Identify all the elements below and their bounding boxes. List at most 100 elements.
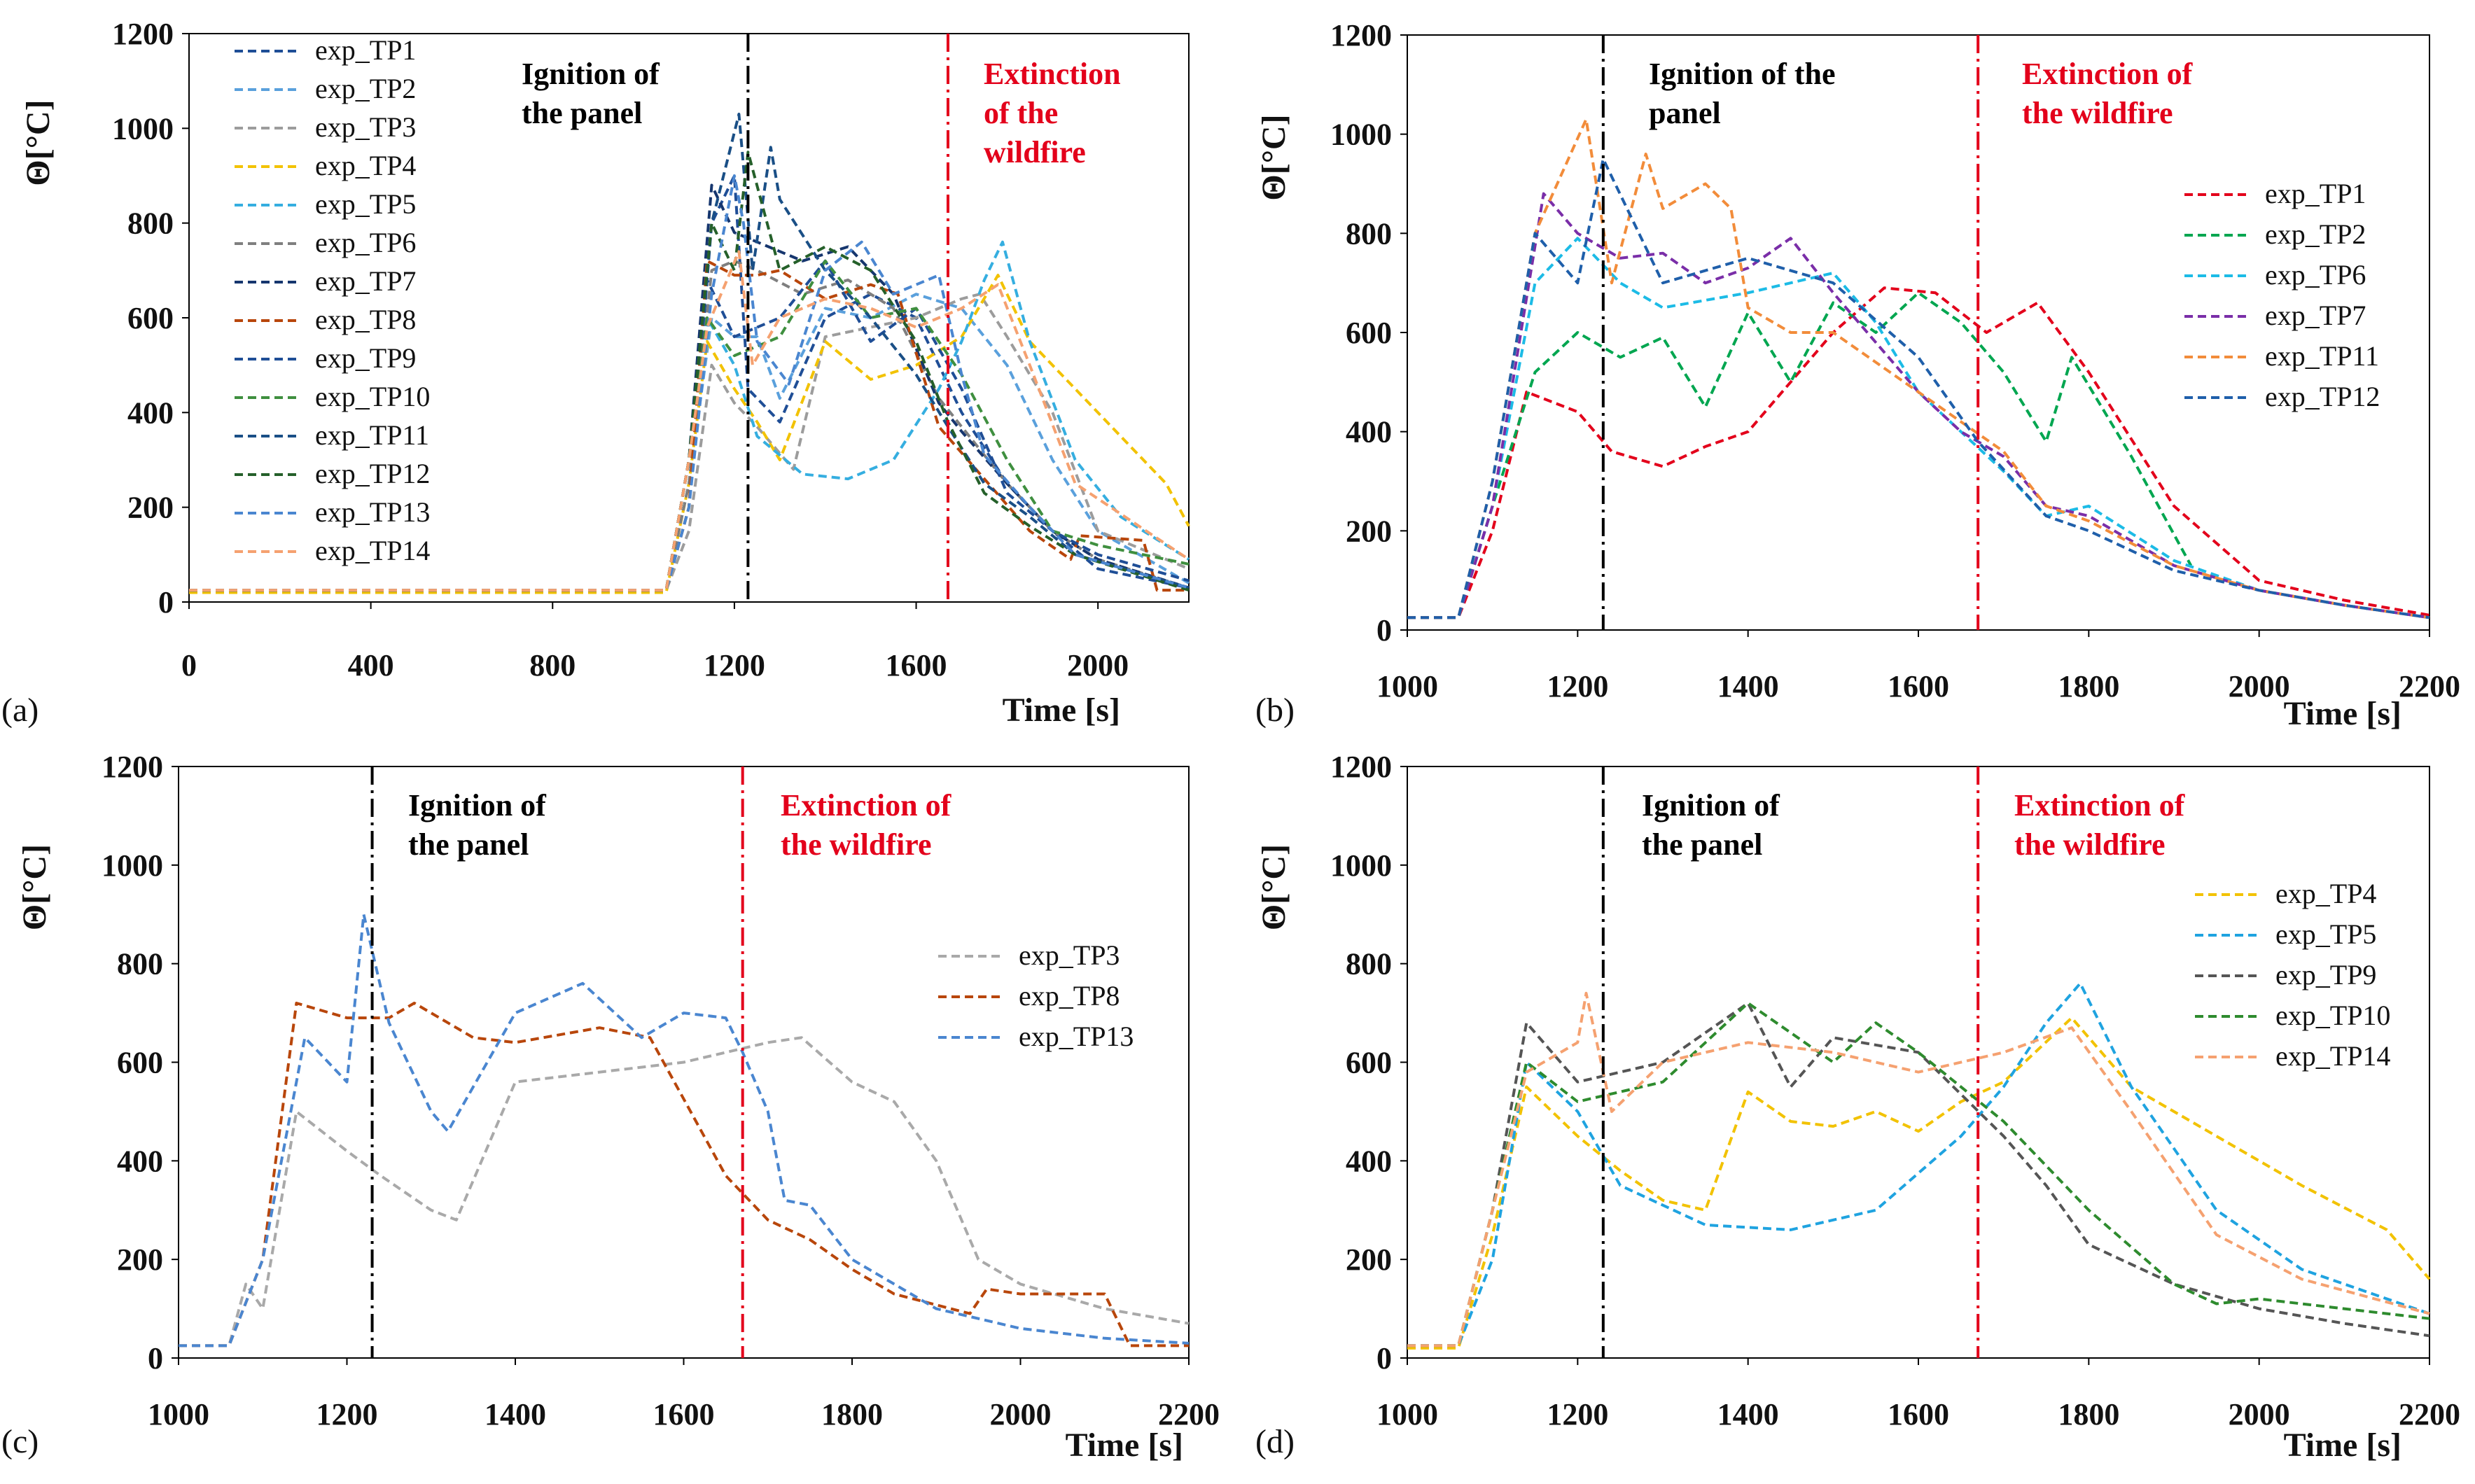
series-line-exp_TP11 [1407,118,2430,620]
legend-label-exp_TP3: exp_TP3 [1019,939,1120,971]
extinction-annotation: the wildfire [2014,827,2166,862]
panel-label: (d) [1255,1423,1295,1460]
series-line-exp_TP13 [179,913,1190,1348]
y-tick-label: 600 [117,1046,163,1080]
legend-label-exp_TP12: exp_TP12 [2265,381,2380,412]
x-tick-label: 1600 [886,648,947,682]
series-line-exp_TP4 [1407,1016,2431,1350]
x-tick-label: 1600 [1888,669,1949,704]
ignition-annotation: the panel [522,96,642,130]
legend-label-exp_TP4: exp_TP4 [2275,878,2376,909]
y-tick-label: 0 [1376,613,1392,648]
x-tick-label: 1000 [1376,669,1438,704]
series-line-exp_TP9 [1407,1002,2430,1348]
series-line-exp_TP14 [189,250,1190,592]
legend: exp_TP4 exp_TP5 exp_TP9 exp_TP10 exp_TP14 [2195,878,2390,1072]
series-line-exp_TP2 [1407,291,2193,620]
x-tick-label: 800 [529,648,576,682]
extinction-annotation: Extinction of [781,788,952,822]
chart-panel-d: 0 200 400 600 800 1000 1200 1000 1200 1400 1600 180… [1255,750,2460,1464]
legend-label-exp_TP14: exp_TP14 [2275,1040,2390,1072]
y-tick-label: 200 [1346,514,1392,548]
ignition-annotation: Ignition of [522,57,660,91]
x-tick-label: 1200 [316,1397,378,1432]
legend-label-exp_TP11: exp_TP11 [2265,340,2379,372]
legend-label-exp_TP9: exp_TP9 [315,342,416,374]
series-line-exp_TP1 [1407,286,2430,620]
x-tick-label: 1800 [2058,1397,2119,1432]
series-line-exp_TP12 [1407,158,2430,620]
legend-label-exp_TP4: exp_TP4 [315,150,416,181]
y-axis-label: Θ[°C] [20,99,57,186]
legend-label-exp_TP1: exp_TP1 [2265,178,2366,209]
extinction-annotation: Extinction of [2014,788,2186,822]
legend-label-exp_TP11: exp_TP11 [315,419,429,451]
series-line-exp_TP3 [179,1036,1190,1348]
legend-label-exp_TP6: exp_TP6 [2265,259,2366,290]
y-tick-label: 200 [1346,1242,1392,1277]
series-line-exp_TP7 [189,183,1190,592]
ignition-annotation: Ignition of [408,788,547,822]
x-tick-label: 1800 [821,1397,883,1432]
y-tick-label: 1000 [1330,118,1392,152]
extinction-annotation: Extinction of [2022,57,2194,91]
x-tick-label: 2200 [1158,1397,1220,1432]
legend-label-exp_TP12: exp_TP12 [315,458,430,489]
legend-label-exp_TP5: exp_TP5 [315,188,416,220]
y-tick-label: 800 [127,206,174,241]
chart-panel-a: 0 200 400 600 800 1000 1200 0 400 800 1200 1600 2000… [1,17,1190,729]
y-tick-label: 1200 [1330,750,1392,784]
extinction-annotation: the wildfire [781,827,932,862]
x-tick-label: 1000 [148,1397,209,1432]
y-tick-label: 0 [1376,1341,1392,1376]
y-tick-label: 1200 [112,17,174,51]
legend-label-exp_TP1: exp_TP1 [315,34,416,66]
panel-label: (c) [1,1423,39,1460]
legend-label-exp_TP2: exp_TP2 [315,73,416,104]
legend-label-exp_TP10: exp_TP10 [315,381,430,412]
ignition-annotation: Ignition of [1642,788,1780,822]
x-tick-label: 1200 [1547,1397,1608,1432]
legend-label-exp_TP8: exp_TP8 [315,304,416,335]
series-line-exp_TP8 [179,1002,1189,1348]
legend-label-exp_TP13: exp_TP13 [1019,1021,1134,1052]
y-tick-label: 600 [1346,316,1392,350]
x-tick-label: 2000 [2229,1397,2290,1432]
series-line-exp_TP5 [189,240,1190,592]
panel-label: (a) [1,692,39,729]
x-tick-label: 2000 [1067,648,1129,682]
series-line-exp_TP5 [1407,981,2430,1348]
ignition-annotation: the panel [408,827,529,862]
legend-label-exp_TP5: exp_TP5 [2275,918,2376,950]
x-tick-label: 1000 [1376,1397,1438,1432]
series-line-exp_TP12 [189,150,1190,592]
series-line-exp_TP6 [1407,237,2430,620]
extinction-annotation: Extinction [984,57,1121,91]
y-tick-label: 400 [127,396,174,430]
plot-frame [1407,34,2430,631]
extinction-annotation: wildfire [984,135,1086,169]
y-tick-label: 800 [1346,947,1392,981]
x-tick-label: 2200 [2399,669,2460,704]
legend-label-exp_TP7: exp_TP7 [2265,300,2366,331]
y-tick-label: 600 [1346,1046,1392,1080]
y-tick-label: 400 [1346,1144,1392,1178]
x-axis-label: Time [s] [2284,695,2401,732]
legend: exp_TP3 exp_TP8 exp_TP13 [938,939,1134,1052]
legend-label-exp_TP10: exp_TP10 [2275,1000,2390,1031]
y-tick-label: 800 [117,947,163,981]
x-tick-label: 400 [348,648,394,682]
legend: exp_TP1 exp_TP2 exp_TP3 exp_TP4 exp_TP5 exp_T… [235,34,430,566]
x-tick-label: 1200 [1547,669,1608,704]
x-tick-label: 2200 [2399,1397,2460,1432]
y-tick-label: 1000 [1330,848,1392,883]
series-line-exp_TP3 [189,293,1190,592]
y-axis-label: Θ[°C] [1255,114,1292,200]
legend-label-exp_TP8: exp_TP8 [1019,980,1120,1011]
y-axis-label: Θ[°C] [1255,844,1292,930]
ignition-annotation: panel [1649,96,1721,130]
y-tick-label: 1000 [102,848,163,883]
y-tick-label: 0 [158,585,174,620]
x-tick-label: 1200 [704,648,765,682]
